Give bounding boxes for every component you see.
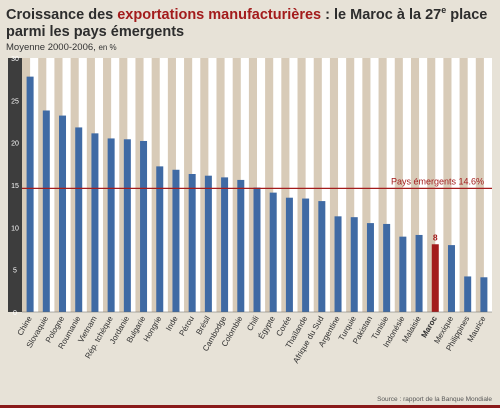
bar bbox=[156, 166, 164, 312]
bar bbox=[383, 223, 391, 312]
column-stripe bbox=[265, 58, 274, 312]
column-stripe bbox=[54, 58, 63, 312]
bar bbox=[107, 138, 115, 312]
column-stripe bbox=[216, 58, 225, 312]
bar bbox=[399, 236, 407, 312]
title-text-3: place bbox=[446, 6, 488, 23]
column-stripe bbox=[346, 58, 355, 312]
column-stripe bbox=[232, 58, 241, 312]
bar bbox=[204, 175, 212, 312]
bar bbox=[75, 127, 83, 312]
bar bbox=[26, 76, 34, 312]
bar-maroc bbox=[431, 244, 439, 312]
x-tick-label: Pérou bbox=[177, 315, 195, 338]
y-tick-label: 15 bbox=[11, 183, 19, 190]
title-text-2: : le Maroc à la 27 bbox=[321, 6, 442, 23]
bar bbox=[59, 115, 67, 312]
column-stripe bbox=[427, 58, 436, 312]
column-stripe bbox=[313, 58, 322, 312]
column-stripe bbox=[70, 58, 79, 312]
chart-title: Croissance des exportations manufacturiè… bbox=[6, 2, 496, 41]
y-tick-label: 25 bbox=[11, 98, 19, 105]
column-stripe bbox=[394, 58, 403, 312]
bar bbox=[237, 179, 245, 312]
x-tick-label: Chili bbox=[245, 314, 261, 332]
column-stripe bbox=[103, 58, 112, 312]
source-note: Source : rapport de la Banque Mondiale bbox=[377, 396, 492, 403]
bar bbox=[123, 139, 131, 312]
column-stripe bbox=[119, 58, 128, 312]
column-stripe bbox=[475, 58, 484, 312]
title-text-1: Croissance des bbox=[6, 6, 118, 23]
column-stripe bbox=[281, 58, 290, 312]
bar bbox=[42, 110, 50, 312]
bar bbox=[285, 197, 293, 312]
column-stripe bbox=[184, 58, 193, 312]
column-stripe bbox=[378, 58, 387, 312]
column-stripe bbox=[459, 58, 468, 312]
column-stripe bbox=[167, 58, 176, 312]
column-stripe bbox=[410, 58, 420, 312]
column-stripe bbox=[86, 58, 95, 312]
column-stripe bbox=[443, 58, 452, 312]
bar bbox=[464, 276, 472, 312]
column-stripe bbox=[135, 58, 144, 312]
y-tick-label: 30 bbox=[11, 56, 19, 63]
column-stripe bbox=[362, 58, 371, 312]
column-stripe bbox=[200, 58, 209, 312]
bar bbox=[415, 234, 423, 312]
bar bbox=[188, 173, 196, 312]
chart-subtitle: Moyenne 2000-2006, en % bbox=[6, 42, 496, 53]
chart-header: Croissance des exportations manufacturiè… bbox=[6, 2, 496, 53]
bar bbox=[172, 169, 180, 312]
bottom-rule bbox=[0, 405, 500, 408]
bar bbox=[91, 133, 99, 312]
bar bbox=[447, 245, 455, 312]
column-stripe bbox=[38, 58, 47, 312]
bar bbox=[221, 177, 229, 312]
bar bbox=[480, 277, 488, 312]
bar bbox=[334, 216, 342, 312]
column-stripe bbox=[297, 58, 306, 312]
bar bbox=[253, 187, 261, 312]
y-tick-label: 0 bbox=[13, 310, 17, 317]
y-tick-label: 5 bbox=[13, 268, 17, 275]
column-stripe bbox=[329, 58, 339, 312]
bar bbox=[366, 223, 374, 312]
title-line-2: parmi les pays émergents bbox=[6, 23, 185, 40]
y-axis-band bbox=[8, 58, 22, 312]
column-stripe bbox=[22, 58, 31, 312]
subtitle-text: Moyenne 2000-2006, bbox=[6, 41, 96, 53]
x-tick-label: Inde bbox=[164, 314, 180, 332]
column-stripe bbox=[248, 58, 257, 312]
bar bbox=[269, 192, 277, 312]
title-highlight: exportations manufacturières bbox=[117, 6, 322, 23]
y-tick-label: 10 bbox=[11, 225, 19, 232]
bar bbox=[140, 140, 148, 312]
x-tick-label: Égypte bbox=[257, 314, 278, 341]
reference-line-label: Pays émergents 14.6% bbox=[391, 176, 484, 186]
column-stripe bbox=[151, 58, 160, 312]
subtitle-unit: en % bbox=[98, 42, 117, 52]
data-label-maroc: 8 bbox=[433, 232, 438, 242]
bar bbox=[302, 198, 310, 312]
bar bbox=[318, 201, 326, 312]
bar bbox=[350, 217, 358, 312]
y-tick-label: 20 bbox=[11, 141, 19, 148]
title-superscript: e bbox=[441, 5, 447, 15]
